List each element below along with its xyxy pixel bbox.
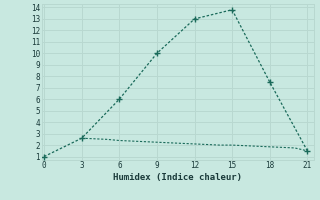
X-axis label: Humidex (Indice chaleur): Humidex (Indice chaleur) (113, 173, 242, 182)
